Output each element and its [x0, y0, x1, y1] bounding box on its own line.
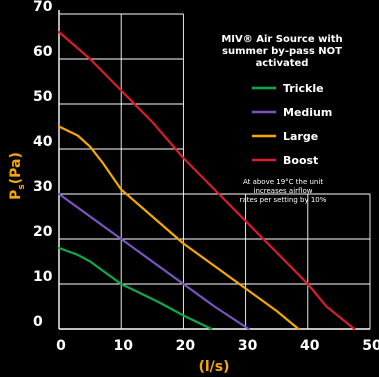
chart-title-line: MIV® Air Source with — [221, 34, 342, 45]
note-line: rates per setting by 10% — [240, 196, 327, 204]
note-line: At above 19°C the unit — [243, 178, 323, 186]
y-tick-label: 20 — [33, 224, 53, 240]
y-tick-label: 70 — [33, 0, 53, 15]
y-axis-label: Ps(Pa) — [8, 152, 27, 200]
y-tick-label: 50 — [33, 89, 53, 105]
y-axis-ticks: 0 10 20 30 40 50 60 70 — [33, 0, 53, 330]
note-line: increases airflow — [254, 187, 313, 195]
axes — [58, 10, 370, 330]
series-line-boost — [57, 30, 356, 331]
x-tick-label: 40 — [300, 338, 320, 354]
x-tick-label: 50 — [362, 338, 379, 354]
grid-lines — [59, 13, 371, 329]
legend: Trickle Medium Large Boost — [252, 82, 332, 167]
chart-title-line: activated — [256, 58, 309, 69]
y-tick-label: 0 — [33, 314, 43, 330]
series-lines — [57, 30, 356, 331]
x-tick-label: 20 — [176, 338, 196, 354]
x-tick-label: 0 — [56, 338, 66, 354]
legend-label-medium: Medium — [283, 106, 332, 119]
x-axis-ticks: 0 10 20 30 40 50 — [56, 338, 379, 354]
legend-label-boost: Boost — [283, 154, 318, 167]
x-tick-label: 10 — [113, 338, 133, 354]
legend-label-large: Large — [283, 130, 318, 143]
series-line-medium — [57, 192, 250, 331]
chart-title-line: summer by-pass NOT — [222, 46, 342, 57]
series-line-trickle — [57, 246, 213, 331]
y-tick-label: 60 — [33, 44, 53, 60]
y-tick-label: 30 — [33, 179, 53, 195]
series-line-large — [57, 125, 300, 331]
x-tick-label: 30 — [238, 338, 258, 354]
legend-label-trickle: Trickle — [283, 82, 324, 95]
y-tick-label: 10 — [33, 269, 53, 285]
x-axis-label: (l/s) — [198, 359, 229, 375]
y-tick-label: 40 — [33, 134, 53, 150]
